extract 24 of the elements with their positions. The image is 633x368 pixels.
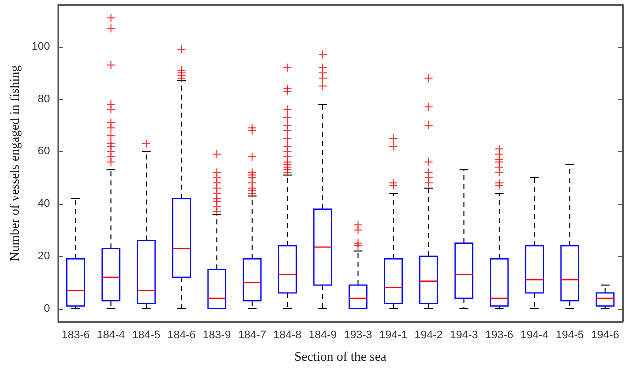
x-tick-label: 193-3 [344, 330, 372, 342]
x-tick-label: 184-8 [274, 330, 302, 342]
x-tick-label: 183-6 [62, 330, 90, 342]
x-tick-label: 183-9 [203, 330, 232, 342]
y-tick-label: 80 [38, 93, 50, 106]
y-tick-label: 20 [38, 250, 50, 263]
y-tick-label: 40 [38, 198, 50, 210]
x-tick-label: 194-3 [450, 330, 478, 342]
x-tick-label: 194-2 [414, 330, 443, 342]
y-tick-label: 0 [44, 302, 50, 315]
x-tick-label: 184-7 [238, 330, 266, 342]
x-tick-label: 184-9 [308, 330, 338, 342]
x-tick-label: 194-4 [520, 330, 549, 342]
x-tick-label: 184-5 [132, 330, 161, 342]
x-tick-label: 184-4 [97, 330, 126, 342]
x-tick-label: 193-6 [485, 330, 514, 342]
x-tick-label: 194-6 [591, 330, 620, 342]
y-tick-label: 100 [32, 40, 50, 53]
y-tick-label: 60 [38, 146, 50, 158]
y-axis-title: Number of vessels engaged in fishing [7, 64, 22, 262]
x-tick-label: 194-5 [556, 330, 584, 342]
x-tick-label: 184-6 [168, 330, 196, 342]
x-tick-label: 194-1 [380, 330, 408, 342]
x-axis-title: Section of the sea [294, 349, 387, 364]
